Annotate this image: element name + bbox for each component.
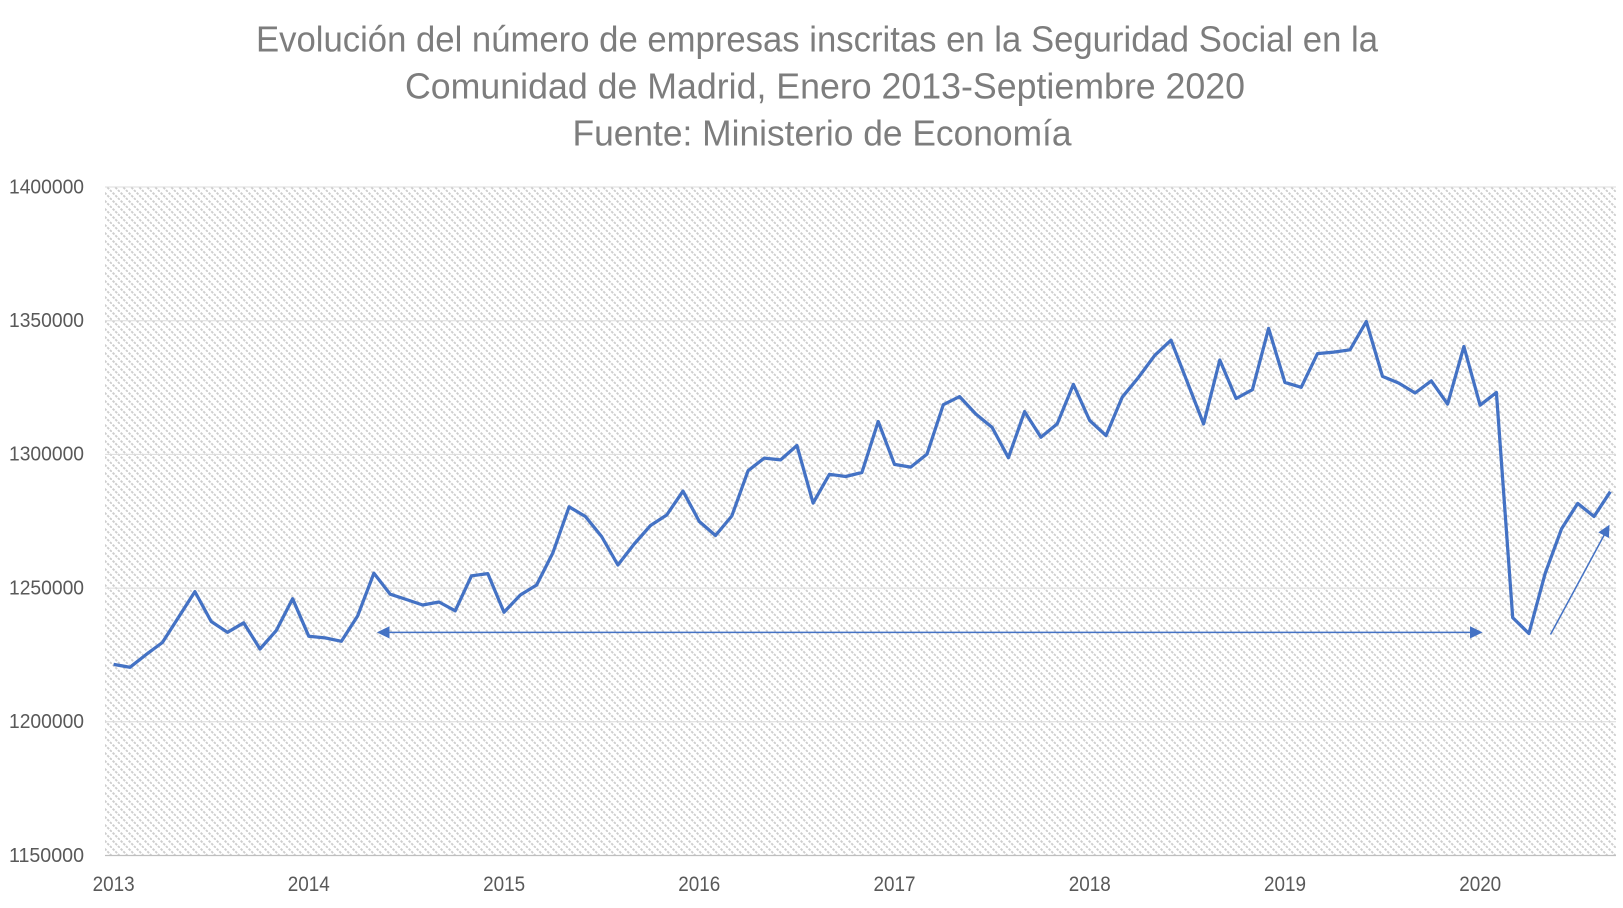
svg-text:Comunidad de Madrid, Enero 201: Comunidad de Madrid, Enero 2013-Septiemb… [405,66,1245,107]
svg-text:2018: 2018 [1069,873,1111,896]
svg-text:2015: 2015 [483,873,525,896]
svg-text:1250000: 1250000 [9,576,84,599]
svg-text:2019: 2019 [1264,873,1306,896]
svg-text:2017: 2017 [874,873,916,896]
svg-text:1350000: 1350000 [9,309,84,332]
svg-text:1150000: 1150000 [9,844,84,867]
svg-text:Fuente: Ministerio de Economía: Fuente: Ministerio de Economía [573,113,1073,154]
svg-text:2020: 2020 [1459,873,1501,896]
svg-text:2013: 2013 [93,873,135,896]
svg-text:1200000: 1200000 [9,710,84,733]
svg-text:2014: 2014 [288,873,330,896]
svg-text:2016: 2016 [678,873,720,896]
svg-text:1400000: 1400000 [9,175,84,198]
svg-text:1300000: 1300000 [9,443,84,466]
svg-text:Evolución del número de empres: Evolución del número de empresas inscrit… [256,19,1379,60]
